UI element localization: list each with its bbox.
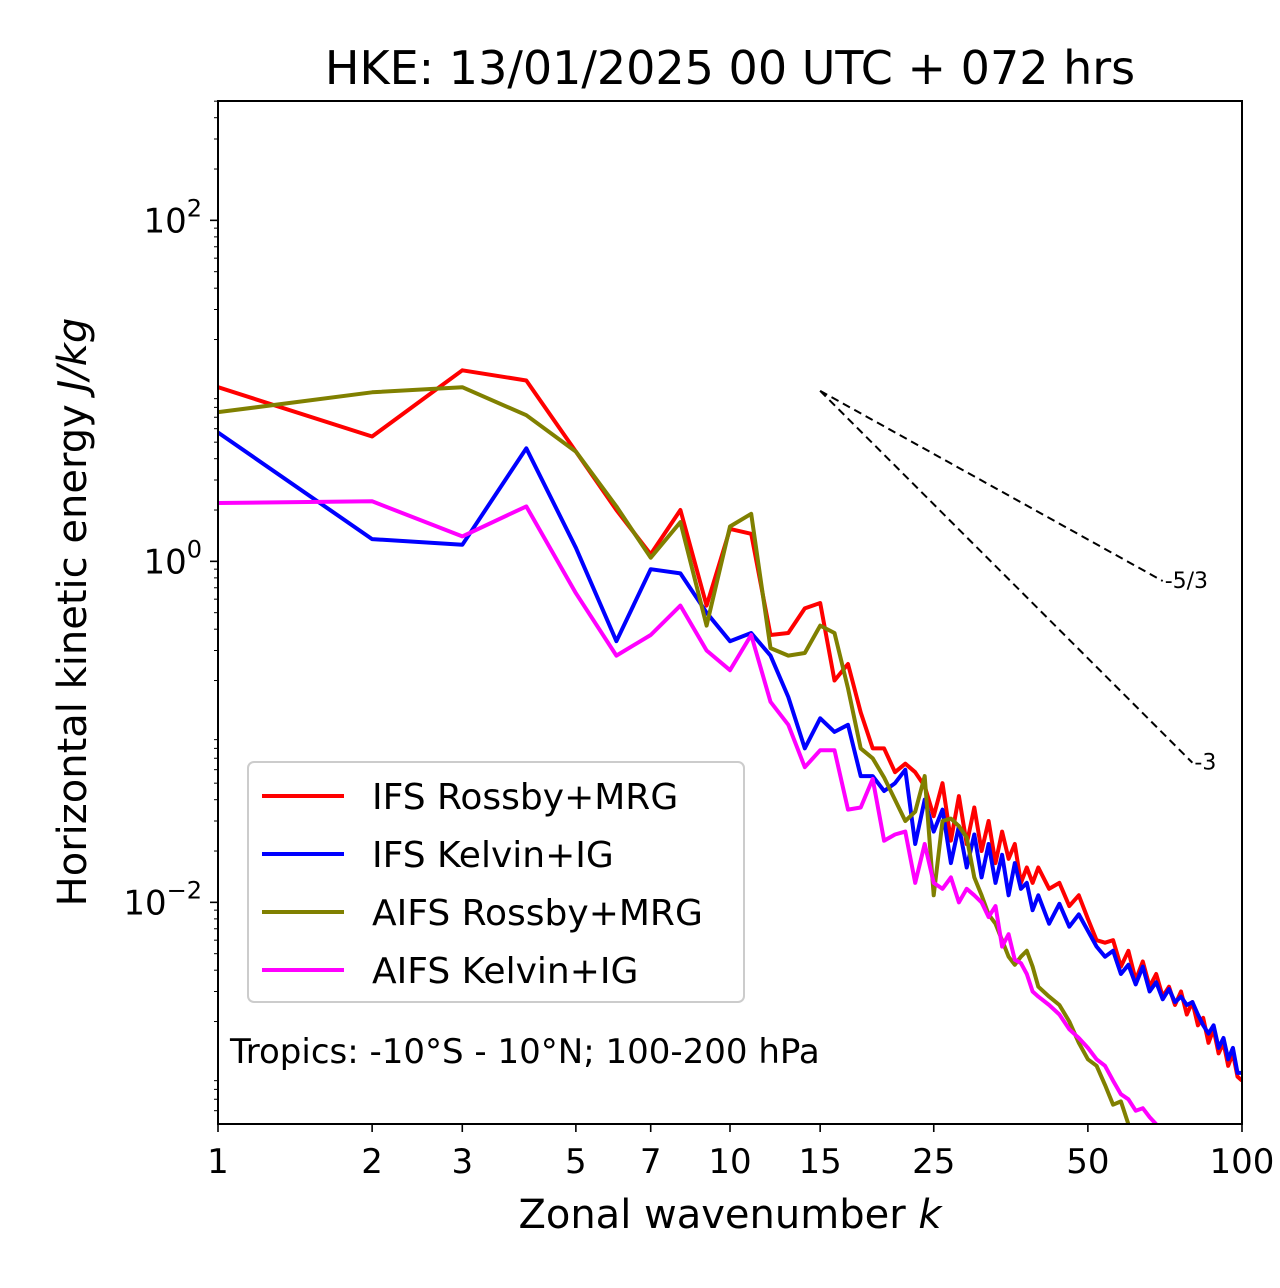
series-layer [218, 368, 1242, 1124]
x-tick-label: 1 [207, 1142, 229, 1182]
y-axis-ticks: 102 100 10−2 [123, 194, 218, 923]
reference-slope-line [819, 390, 1194, 764]
reference-slope-label: -5/3 [1165, 569, 1208, 594]
x-axis-label: Zonal wavenumber k [518, 1192, 943, 1238]
x-tick-label: 25 [912, 1142, 955, 1182]
x-tick-label: 5 [565, 1142, 587, 1182]
y-tick-label: 10−2 [123, 876, 202, 923]
x-tick-label: 10 [708, 1142, 751, 1182]
x-tick-label: 7 [640, 1142, 662, 1182]
series-line-2 [218, 430, 1242, 1075]
x-axis-ticks: 1 2 3 5 7 10 15 25 50 100 [207, 1124, 1274, 1182]
region-annotation: Tropics: -10°S - 10°N; 100-200 hPa [229, 1032, 820, 1072]
x-tick-label: 2 [361, 1142, 383, 1182]
x-tick-label: 15 [799, 1142, 842, 1182]
legend-label: IFS Kelvin+IG [372, 835, 614, 876]
x-tick-label: 3 [451, 1142, 473, 1182]
legend-label: IFS Rossby+MRG [372, 777, 678, 818]
legend-label: AIFS Rossby+MRG [372, 893, 703, 934]
reference-slope-label: -3 [1194, 751, 1216, 776]
legend-label: AIFS Kelvin+IG [372, 951, 638, 992]
y-tick-label: 102 [143, 194, 202, 241]
y-axis-label: Horizontal kinetic energy J/kg [50, 318, 96, 907]
legend: IFS Rossby+MRG IFS Kelvin+IG AIFS Rossby+M… [247, 761, 745, 1003]
y-tick-label: 100 [143, 535, 202, 582]
chart-title: HKE: 13/01/2025 00 UTC + 072 hrs [325, 41, 1135, 95]
series-line-4 [218, 499, 1158, 1124]
reference-slope-line [819, 389, 1164, 582]
reference-slopes: -5/3 -3 [819, 389, 1216, 776]
x-tick-label: 100 [1210, 1142, 1275, 1182]
legend-box [247, 761, 745, 1003]
series-line-3 [218, 385, 1131, 1124]
x-tick-label: 50 [1066, 1142, 1109, 1182]
